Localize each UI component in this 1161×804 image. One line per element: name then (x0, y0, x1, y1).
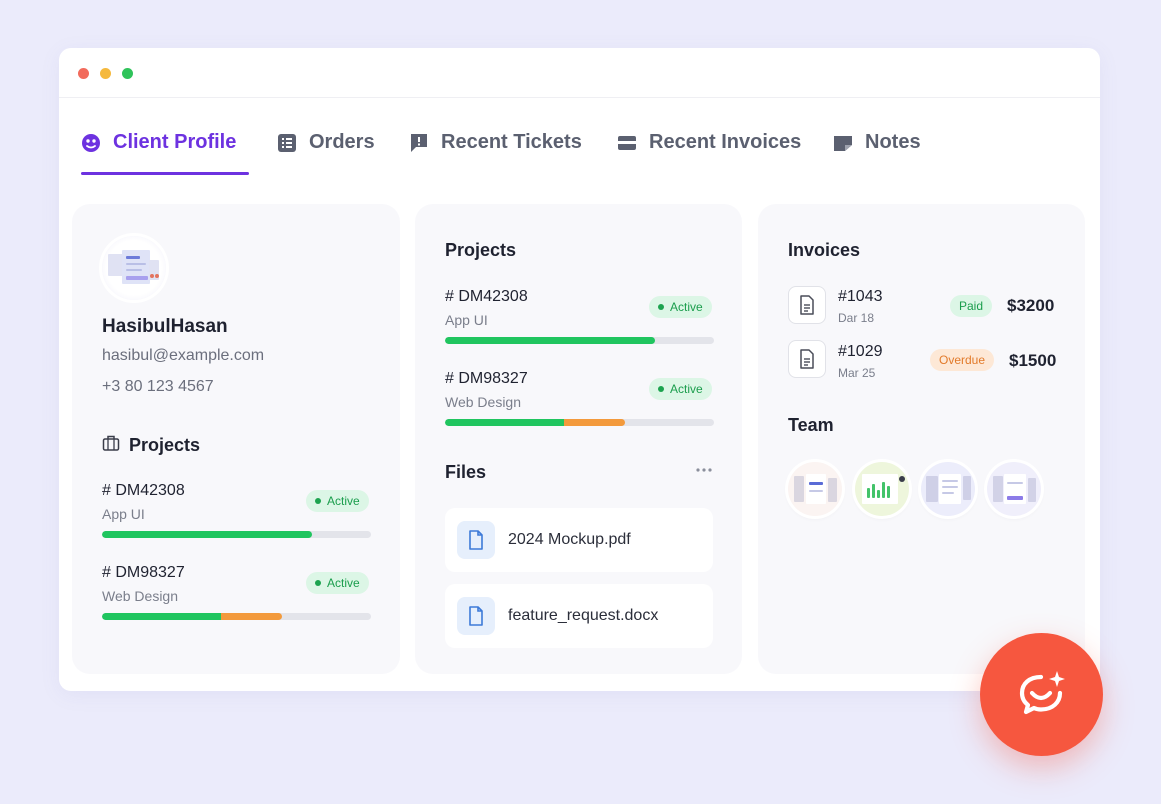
briefcase-icon (102, 434, 120, 457)
project-type: App UI (102, 506, 145, 522)
invoice-number[interactable]: #1029 (838, 343, 883, 360)
file-item[interactable]: feature_request.docx (445, 584, 713, 648)
project-progress-bar (102, 613, 371, 620)
alert-message-icon (409, 133, 429, 153)
projects-header: Projects (102, 434, 200, 457)
tab-label: Client Profile (113, 131, 237, 153)
status-badge: Paid (950, 295, 993, 317)
progress-fill (445, 337, 655, 344)
tab-label: Orders (309, 131, 375, 153)
avatar (102, 236, 166, 300)
tab-label: Recent Invoices (649, 131, 802, 153)
invoice-doc-icon (788, 286, 826, 324)
progress-fill (102, 531, 312, 538)
files-title: Files (445, 462, 487, 482)
status-badge: Overdue (930, 349, 995, 371)
invoices-title: Invoices (788, 240, 861, 260)
document-icon (457, 521, 495, 559)
file-item[interactable]: 2024 Mockup.pdf (445, 508, 713, 572)
invoice-doc-icon (788, 340, 826, 378)
list-icon (277, 133, 297, 153)
tab-client-profile[interactable]: Client Profile (81, 131, 249, 175)
file-name: feature_request.docx (508, 607, 659, 624)
maximize-window-dot[interactable] (122, 68, 133, 79)
tab-notes[interactable]: Notes (833, 131, 921, 175)
invoice-amount: $3200 (1007, 296, 1055, 315)
project-id[interactable]: # DM98327 (445, 370, 528, 387)
document-icon (457, 597, 495, 635)
app-window: Client Profile Orders Recent Tickets Rec… (59, 48, 1100, 691)
credit-card-icon (617, 133, 637, 153)
profile-card: HasibulHasan hasibul@example.com +3 80 1… (72, 204, 400, 674)
status-badge: Active (649, 378, 712, 400)
status-badge: Active (306, 490, 369, 512)
tab-label: Notes (865, 131, 921, 153)
project-progress-bar (445, 337, 714, 344)
status-badge: Active (306, 572, 369, 594)
team-member-avatar[interactable] (987, 462, 1041, 516)
project-id[interactable]: # DM42308 (445, 288, 528, 305)
invoice-amount: $1500 (1009, 351, 1057, 370)
tab-orders[interactable]: Orders (277, 131, 375, 175)
tab-label: Recent Tickets (441, 131, 582, 153)
status-badge: Active (649, 296, 712, 318)
invoice-date: Mar 25 (838, 366, 876, 380)
note-icon (833, 133, 853, 153)
team-member-avatar[interactable] (921, 462, 975, 516)
projects-title: Projects (445, 240, 517, 260)
file-name: 2024 Mockup.pdf (508, 531, 631, 548)
user-circle-icon (81, 133, 101, 153)
invoice-number[interactable]: #1043 (838, 288, 883, 305)
team-member-avatar[interactable] (855, 462, 909, 516)
ai-chat-fab-button[interactable] (980, 633, 1103, 756)
project-type: Web Design (445, 394, 522, 410)
chat-sparkle-icon (1017, 669, 1067, 720)
project-type: Web Design (102, 588, 179, 604)
projects-files-card: Projects # DM42308 App UI Active # DM983… (415, 204, 742, 674)
project-type: App UI (445, 312, 488, 328)
project-id[interactable]: # DM98327 (102, 564, 185, 581)
invoice-date: Dar 18 (838, 311, 875, 325)
invoices-team-card: Invoices #1043 Dar 18 Paid $3200 #1029 M… (758, 204, 1085, 674)
progress-fill (445, 419, 626, 426)
title-bar (59, 48, 1100, 98)
more-options-icon[interactable] (695, 462, 713, 483)
team-title: Team (788, 415, 834, 435)
projects-title: Projects (129, 435, 201, 455)
team-member-avatar[interactable] (788, 462, 842, 516)
project-progress-bar (445, 419, 714, 426)
tab-bar: Client Profile Orders Recent Tickets Rec… (59, 98, 1100, 178)
close-window-dot[interactable] (78, 68, 89, 79)
project-id[interactable]: # DM42308 (102, 482, 185, 499)
tab-recent-invoices[interactable]: Recent Invoices (617, 131, 801, 175)
client-phone[interactable]: +3 80 123 4567 (102, 378, 214, 395)
project-progress-bar (102, 531, 371, 538)
client-email[interactable]: hasibul@example.com (102, 347, 265, 364)
progress-fill (102, 613, 283, 620)
minimize-window-dot[interactable] (100, 68, 111, 79)
tab-recent-tickets[interactable]: Recent Tickets (409, 131, 582, 175)
client-name: HasibulHasan (102, 316, 228, 337)
